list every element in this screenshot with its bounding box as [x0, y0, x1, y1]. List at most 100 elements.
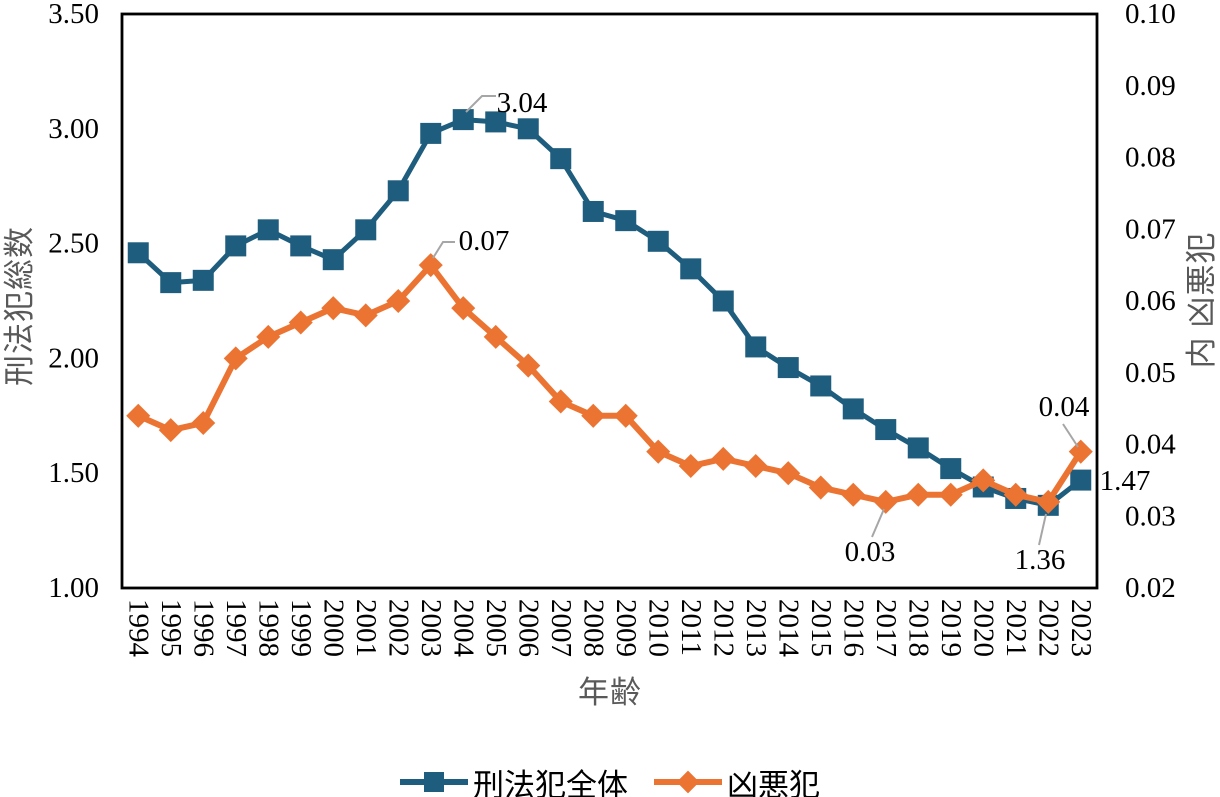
- x-tick-label: 2016: [837, 599, 869, 657]
- data-point-diamond: [906, 482, 931, 507]
- data-point-square: [777, 357, 799, 379]
- x-tick-label: 2022: [1032, 599, 1064, 657]
- data-point-diamond: [256, 324, 281, 349]
- data-point-square: [452, 109, 474, 131]
- data-point-diamond: [581, 403, 606, 428]
- data-point-diamond: [158, 418, 183, 443]
- data-point-square: [647, 230, 669, 252]
- x-tick-label: 2021: [1000, 599, 1032, 657]
- right-axis-tick-label: 0.08: [1125, 142, 1176, 174]
- data-point-square: [127, 242, 149, 264]
- data-point-square: [322, 249, 344, 271]
- x-tick-label: 2012: [707, 599, 739, 657]
- annotation-leader-line: [1038, 513, 1047, 546]
- data-point-square: [940, 458, 962, 480]
- data-point-diamond: [191, 410, 216, 435]
- data-point-square: [810, 375, 832, 397]
- data-point-diamond: [288, 310, 313, 335]
- right-axis-tick-label: 0.06: [1125, 285, 1176, 317]
- data-point-square: [615, 210, 637, 232]
- data-point-square: [680, 258, 702, 280]
- data-point-square: [192, 269, 214, 291]
- data-point-square: [355, 219, 377, 241]
- x-tick-label: 2009: [610, 599, 642, 657]
- left-axis-tick-label: 3.00: [48, 113, 99, 145]
- right-axis-tick-label: 0.04: [1125, 429, 1176, 461]
- right-axis-tick-label: 0.09: [1125, 70, 1176, 102]
- data-point-diamond: [126, 403, 151, 428]
- data-point-diamond: [418, 253, 443, 278]
- data-point-square: [842, 398, 864, 420]
- data-label: 0.03: [845, 536, 896, 568]
- data-point-diamond: [841, 482, 866, 507]
- legend-item-violent-crimes: 凶悪犯: [654, 760, 820, 797]
- data-point-square: [517, 118, 539, 140]
- data-point-square: [485, 111, 507, 133]
- x-tick-label: 2003: [415, 599, 447, 657]
- data-point-square: [550, 148, 572, 170]
- data-point-square: [875, 419, 897, 441]
- x-tick-label: 2006: [512, 599, 544, 657]
- x-tick-label: 2020: [967, 599, 999, 657]
- right-axis-title: 内 凶悪犯: [1184, 231, 1219, 369]
- data-point-diamond: [711, 446, 736, 471]
- x-axis-title: 年齢: [578, 675, 642, 710]
- data-label: 1.47: [1100, 465, 1151, 497]
- data-point-diamond: [321, 296, 346, 321]
- x-tick-label: 1999: [285, 599, 317, 657]
- left-axis-tick-label: 1.00: [48, 572, 99, 604]
- diamond-marker-icon: [654, 770, 722, 794]
- legend-label-violent-crimes: 凶悪犯: [727, 767, 820, 797]
- data-point-diamond: [483, 324, 508, 349]
- right-axis-tick-label: 0.03: [1125, 500, 1176, 532]
- series-line-0: [136, 117, 1083, 508]
- data-point-diamond: [776, 461, 801, 486]
- data-point-diamond: [451, 296, 476, 321]
- left-axis-tick-label: 3.50: [48, 0, 99, 30]
- data-point-square: [1070, 469, 1092, 491]
- legend-item-total-offenses: 刑法犯全体: [400, 760, 628, 797]
- data-point-square: [160, 272, 182, 294]
- data-point-diamond: [678, 454, 703, 479]
- data-point-diamond: [223, 346, 248, 371]
- x-tick-label: 2018: [902, 599, 934, 657]
- x-tick-label: 2004: [447, 599, 479, 658]
- data-point-square: [290, 235, 312, 257]
- annotation-leader-line: [871, 508, 885, 538]
- series-line-1: [137, 262, 1084, 505]
- data-label: 3.04: [497, 87, 548, 119]
- annotation-leader-line: [432, 241, 455, 259]
- annotation-leader-line: [1062, 423, 1079, 448]
- data-point-diamond: [353, 303, 378, 328]
- data-point-diamond: [938, 482, 963, 507]
- x-tick-label: 2013: [740, 599, 772, 657]
- data-point-square: [745, 336, 767, 358]
- x-tick-label: 2015: [805, 599, 837, 657]
- data-point-diamond: [743, 454, 768, 479]
- data-label: 1.36: [1015, 544, 1066, 576]
- right-axis-tick-label: 0.07: [1125, 213, 1176, 245]
- x-tick-label: 2005: [480, 599, 512, 657]
- left-axis-tick-label: 2.00: [48, 342, 99, 374]
- x-tick-label: 2023: [1065, 599, 1097, 657]
- left-axis-tick-label: 1.50: [48, 457, 99, 489]
- x-tick-label: 2019: [935, 599, 967, 657]
- x-tick-label: 2014: [772, 599, 804, 658]
- x-tick-label: 2007: [545, 599, 577, 657]
- x-tick-label: 2010: [642, 599, 674, 657]
- x-tick-label: 1995: [155, 599, 187, 657]
- data-point-square: [387, 180, 409, 202]
- data-point-square: [907, 437, 929, 459]
- x-tick-label: 1998: [252, 599, 284, 657]
- data-label: 0.04: [1039, 391, 1090, 423]
- x-tick-label: 1994: [122, 599, 154, 658]
- x-tick-label: 1996: [187, 599, 219, 657]
- legend: 刑法犯全体 凶悪犯: [0, 762, 1220, 797]
- data-point-diamond: [1036, 489, 1061, 514]
- x-tick-label: 2001: [350, 599, 382, 657]
- data-point-square: [225, 235, 247, 257]
- right-axis-tick-label: 0.02: [1125, 572, 1176, 604]
- data-label: 0.07: [459, 225, 510, 257]
- right-axis-tick-label: 0.10: [1125, 0, 1176, 30]
